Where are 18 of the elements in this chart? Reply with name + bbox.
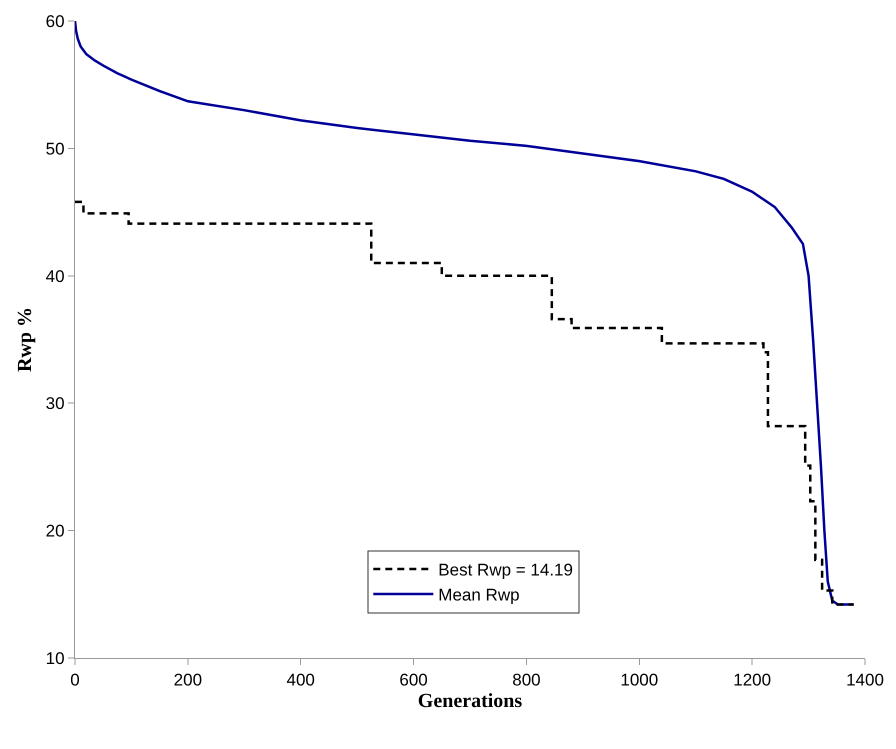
x-tick-label: 1000 bbox=[620, 670, 658, 690]
y-tick-label: 30 bbox=[46, 394, 65, 414]
y-tick-label: 10 bbox=[46, 648, 65, 668]
legend-label: Mean Rwp bbox=[438, 586, 520, 605]
x-tick-label: 600 bbox=[399, 670, 428, 690]
y-tick-label: 60 bbox=[46, 12, 65, 31]
y-axis-title: Rwp % bbox=[14, 306, 36, 372]
x-tick-label: 400 bbox=[286, 670, 315, 690]
x-tick-label: 200 bbox=[174, 670, 202, 690]
y-tick-label: 50 bbox=[46, 139, 65, 158]
x-tick-label: 1200 bbox=[733, 670, 772, 690]
x-axis-title: Generations bbox=[418, 690, 522, 712]
x-tick-label: 1400 bbox=[846, 670, 884, 690]
x-tick-label: 800 bbox=[512, 670, 541, 690]
x-tick-label: 0 bbox=[70, 670, 80, 690]
legend-label: Best Rwp = 14.19 bbox=[438, 560, 573, 580]
y-tick-label: 20 bbox=[46, 522, 65, 541]
y-tick-label: 40 bbox=[46, 266, 65, 286]
